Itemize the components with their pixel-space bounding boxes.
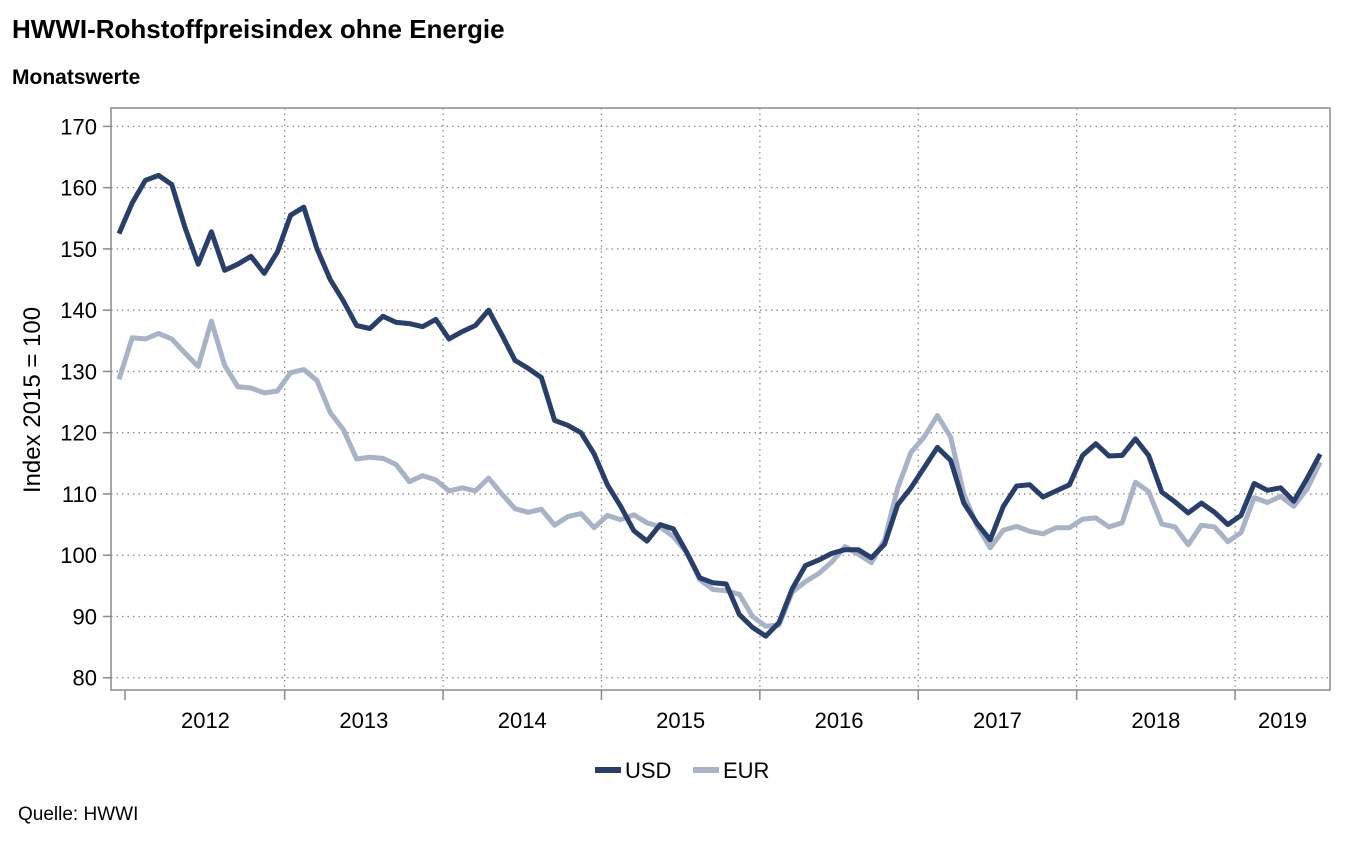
y-tick-label: 110 (62, 482, 97, 507)
series-line-usd (116, 172, 1323, 639)
y-tick-label: 130 (60, 359, 97, 384)
series-line-eur (116, 318, 1323, 629)
y-tick-label: 120 (60, 421, 97, 446)
x-tick-label: 2017 (973, 708, 1022, 733)
y-tick-label: 160 (60, 176, 97, 201)
plot-area-frame (110, 107, 1331, 691)
x-tick-label: 2015 (656, 708, 705, 733)
x-tick-label: 2014 (498, 708, 547, 733)
legend-label-eur: EUR (723, 758, 769, 783)
legend: USD EUR (595, 758, 769, 783)
y-axis-title: Index 2015 = 100 (19, 307, 46, 493)
chart-subtitle: Monatswerte (12, 66, 141, 89)
x-tick-label: 2019 (1258, 708, 1307, 733)
x-axis: 2012 2013 2014 2015 2016 2017 2018 2019 (124, 690, 1307, 733)
x-tick-label: 2012 (181, 708, 230, 733)
series-lines (116, 172, 1323, 639)
chart-title: HWWI-Rohstoffpreisindex ohne Energie (12, 14, 505, 44)
y-tick-label: 100 (60, 543, 97, 568)
y-axis: 80 90 100 110 120 130 140 150 160 170 (60, 114, 111, 691)
y-tick-label: 140 (60, 298, 97, 323)
legend-label-usd: USD (625, 758, 671, 783)
y-tick-label: 80 (73, 666, 97, 691)
x-tick-label: 2013 (339, 708, 388, 733)
x-tick-label: 2018 (1131, 708, 1180, 733)
y-tick-label: 170 (60, 114, 97, 139)
y-tick-label: 90 (73, 604, 97, 629)
x-tick-label: 2016 (815, 708, 864, 733)
grid (111, 108, 1330, 690)
source-note: Quelle: HWWI (18, 804, 139, 825)
y-tick-label: 150 (60, 237, 97, 262)
